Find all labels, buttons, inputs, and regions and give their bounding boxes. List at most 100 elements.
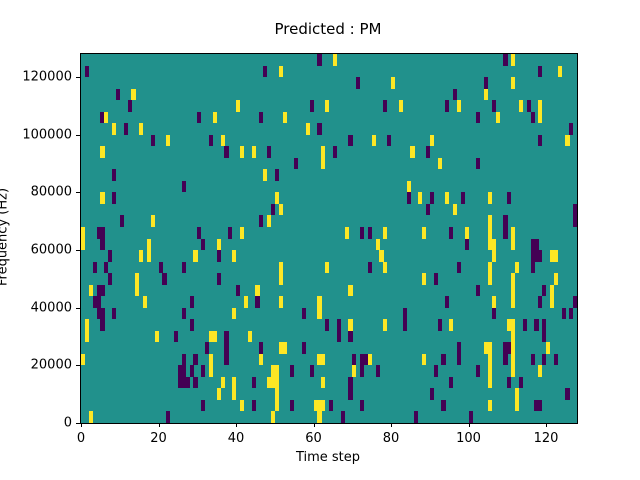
heatmap-cell-high bbox=[437, 157, 442, 170]
heatmap-cell-high bbox=[274, 376, 279, 389]
heatmap-cell-low bbox=[201, 238, 206, 251]
heatmap-cell-low bbox=[236, 284, 241, 297]
heatmap-cell-low bbox=[456, 342, 462, 354]
heatmap-cell-high bbox=[305, 123, 310, 135]
x-axis-tick bbox=[468, 423, 470, 427]
heatmap-cell-low bbox=[197, 111, 202, 124]
heatmap-cell-low bbox=[425, 146, 431, 158]
x-axis-tick bbox=[546, 423, 547, 427]
x-axis-tick bbox=[158, 423, 160, 427]
heatmap-cell-high bbox=[104, 111, 109, 124]
heatmap-cell-high bbox=[84, 330, 90, 343]
heatmap-cell-high bbox=[507, 319, 512, 331]
heatmap-cell-high bbox=[487, 226, 493, 239]
heatmap-cell-low bbox=[177, 376, 183, 389]
heatmap-cell-low bbox=[290, 365, 295, 377]
heatmap-cell-low bbox=[119, 215, 124, 227]
heatmap-cell-high bbox=[267, 215, 272, 227]
heatmap-cell-low bbox=[445, 296, 450, 308]
heatmap-cell-high bbox=[511, 365, 516, 377]
heatmap-cell-low bbox=[542, 353, 547, 366]
heatmap-cell-high bbox=[557, 65, 562, 78]
heatmap-cell-high bbox=[212, 330, 217, 343]
heatmap-cell-high bbox=[549, 296, 555, 308]
heatmap-cell-low bbox=[259, 342, 264, 354]
heatmap-cell-low bbox=[185, 376, 190, 389]
heatmap-cell-high bbox=[236, 100, 241, 112]
heatmap-cell-low bbox=[205, 342, 210, 354]
heatmap-cell-low bbox=[100, 307, 105, 320]
heatmap-cell-high bbox=[100, 192, 105, 204]
x-axis-tick bbox=[81, 423, 82, 427]
heatmap-cell-high bbox=[511, 273, 516, 285]
heatmap-cell-low bbox=[503, 353, 508, 366]
heatmap-cell-low bbox=[542, 330, 547, 343]
heatmap-cell-low bbox=[425, 203, 431, 216]
heatmap-cell-low bbox=[356, 77, 361, 89]
y-axis-tick-label: 40000 bbox=[30, 300, 72, 316]
x-axis-tick-label: 20 bbox=[150, 431, 167, 446]
heatmap-cell-low bbox=[224, 342, 229, 354]
heatmap-cell-low bbox=[491, 307, 496, 320]
heatmap-cell-low bbox=[449, 376, 454, 389]
heatmap-cell-high bbox=[422, 226, 427, 239]
heatmap-cell-low bbox=[162, 273, 167, 285]
x-axis-tick-label: 80 bbox=[382, 431, 400, 446]
heatmap-cell-low bbox=[402, 319, 407, 331]
heatmap-cell-low bbox=[553, 353, 558, 366]
heatmap-cell-high bbox=[278, 203, 283, 216]
heatmap-cell-high bbox=[515, 399, 520, 412]
heatmap-cell-high bbox=[84, 319, 90, 331]
heatmap-cell-low bbox=[228, 226, 233, 239]
heatmap-cell-low bbox=[208, 134, 214, 147]
heatmap-cell-high bbox=[146, 238, 152, 251]
heatmap-cell-low bbox=[127, 100, 132, 112]
heatmap-cell-low bbox=[100, 238, 105, 251]
heatmap-cell-high bbox=[317, 353, 322, 366]
heatmap-cell-high bbox=[515, 261, 520, 274]
heatmap-cell-low bbox=[538, 296, 543, 308]
heatmap-cell-high bbox=[344, 226, 349, 239]
heatmap-cell-low bbox=[542, 284, 547, 297]
heatmap-cell-high bbox=[484, 342, 489, 354]
heatmap-cell-high bbox=[422, 353, 427, 366]
heatmap-cell-low bbox=[387, 134, 392, 147]
heatmap-cell-low bbox=[112, 192, 117, 204]
heatmap-cell-low bbox=[526, 100, 531, 112]
heatmap-cell-high bbox=[321, 399, 326, 412]
heatmap-cell-low bbox=[263, 65, 268, 78]
heatmap-cell-low bbox=[456, 353, 462, 366]
heatmap-cell-low bbox=[538, 399, 543, 412]
heatmap-cell-high bbox=[232, 250, 237, 262]
heatmap-cell-low bbox=[491, 100, 496, 112]
heatmap-cell-high bbox=[332, 54, 338, 66]
heatmap-cell-high bbox=[495, 111, 500, 124]
heatmap-cell-high bbox=[282, 111, 287, 124]
heatmap-cell-low bbox=[177, 365, 183, 377]
heatmap-cell-high bbox=[321, 376, 326, 389]
heatmap-cell-high bbox=[538, 100, 543, 112]
heatmap-cell-high bbox=[208, 330, 214, 343]
heatmap-cell-high bbox=[278, 261, 283, 274]
heatmap-cell-low bbox=[445, 100, 450, 112]
heatmap-cell-low bbox=[216, 250, 221, 262]
heatmap-cell-high bbox=[487, 399, 493, 412]
y-axis-tick-label: 0 bbox=[63, 415, 72, 431]
heatmap-cell-low bbox=[402, 307, 407, 320]
heatmap-cell-low bbox=[100, 319, 105, 331]
heatmap-cell-low bbox=[569, 307, 574, 320]
heatmap-cell-low bbox=[453, 88, 458, 101]
heatmap-cell-high bbox=[208, 365, 214, 377]
heatmap-cell-high bbox=[487, 238, 493, 251]
heatmap-cell-high bbox=[143, 296, 148, 308]
heatmap-cell-low bbox=[224, 353, 229, 366]
y-axis-tick bbox=[76, 365, 80, 367]
heatmap-cell-high bbox=[267, 376, 272, 389]
heatmap-cell-low bbox=[561, 307, 566, 320]
heatmap-cell-high bbox=[348, 319, 353, 331]
heatmap-cell-low bbox=[534, 250, 539, 262]
heatmap-cell-high bbox=[487, 273, 493, 285]
heatmap-cell-high bbox=[135, 273, 140, 285]
heatmap-cell-low bbox=[189, 296, 194, 308]
heatmap-cell-high bbox=[239, 146, 245, 158]
